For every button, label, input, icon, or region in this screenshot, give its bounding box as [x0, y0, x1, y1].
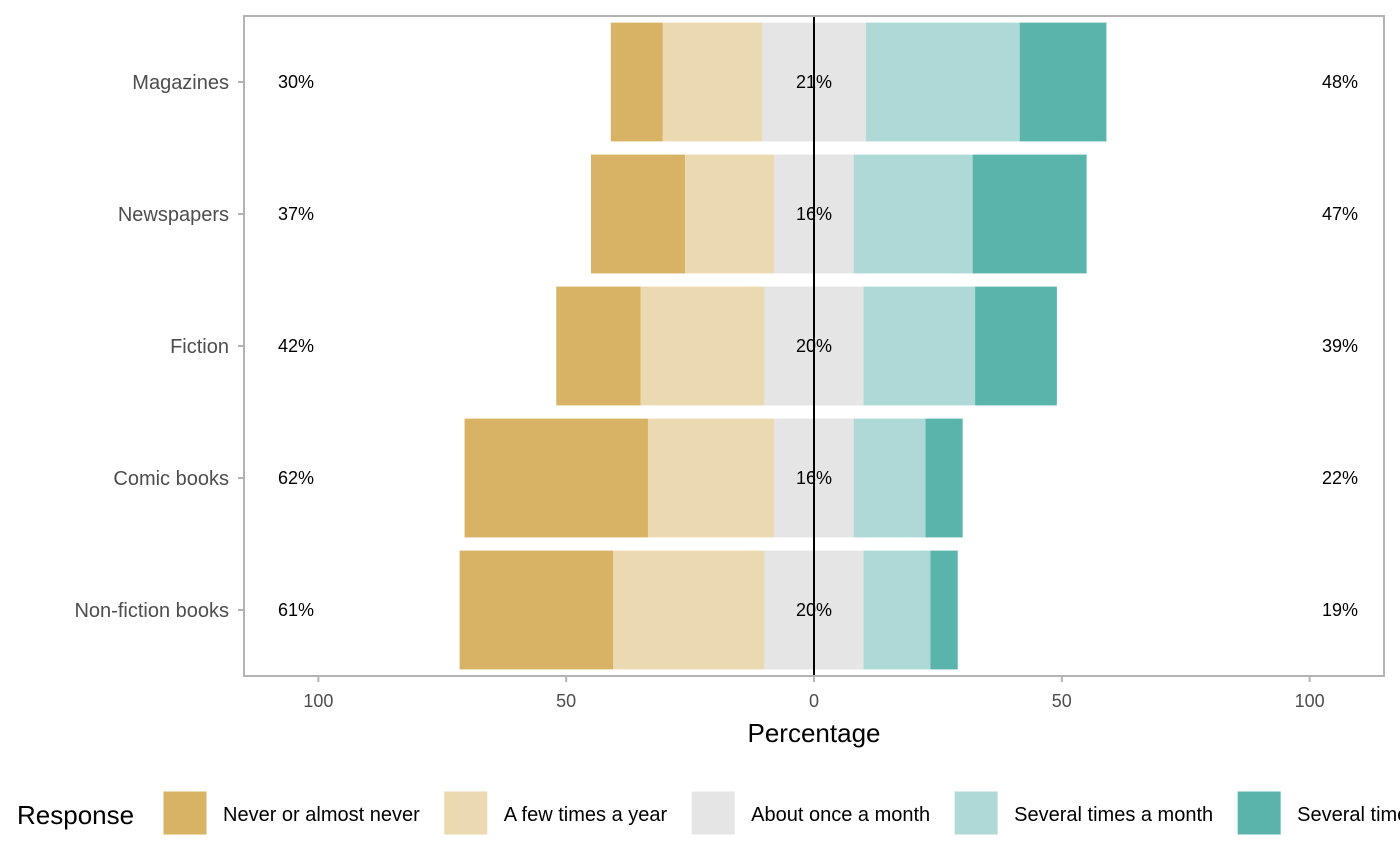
legend-label: Several times a month — [1014, 804, 1213, 826]
bar-comic-books-seg-2 — [647, 418, 775, 538]
right-percent-label: 39% — [1322, 336, 1358, 356]
x-tick-label: 50 — [556, 691, 576, 711]
legend-title: Response — [17, 800, 134, 830]
right-percent-label: 22% — [1322, 468, 1358, 488]
bar-non-fiction-books-seg-4 — [863, 550, 931, 670]
legend-swatch — [953, 790, 999, 836]
x-axis-title: Percentage — [748, 718, 881, 748]
legend-label: Never or almost never — [223, 804, 420, 826]
bar-newspapers-seg-4 — [853, 154, 973, 274]
legend-label: Several times a week — [1297, 804, 1400, 826]
x-tick-label: 50 — [1052, 691, 1072, 711]
x-tick-label: 0 — [809, 691, 819, 711]
bars-layer — [459, 22, 1107, 670]
legend-label: About once a month — [751, 804, 930, 826]
bar-comic-books-seg-5 — [925, 418, 963, 538]
left-percent-label: 61% — [278, 600, 314, 620]
left-percent-label: 30% — [278, 72, 314, 92]
legend-label: A few times a year — [504, 804, 668, 826]
bar-magazines-seg-5 — [1019, 22, 1107, 142]
category-label: Comic books — [113, 468, 229, 490]
center-percent-label: 21% — [796, 72, 832, 92]
x-axis: 100 50 0 50 100 — [303, 676, 1325, 711]
legend: Response Never or almost never A few time… — [17, 790, 1400, 836]
center-percent-label: 16% — [796, 204, 832, 224]
center-percent-label: 20% — [796, 600, 832, 620]
legend-swatch — [1236, 790, 1282, 836]
bar-fiction-seg-5 — [975, 286, 1057, 406]
bar-newspapers-seg-5 — [972, 154, 1087, 274]
bar-magazines-seg-4 — [866, 22, 1020, 142]
bar-newspapers-seg-1 — [590, 154, 686, 274]
category-label: Magazines — [132, 72, 229, 94]
left-percent-label: 37% — [278, 204, 314, 224]
bar-fiction-seg-1 — [556, 286, 641, 406]
right-percent-label: 19% — [1322, 600, 1358, 620]
legend-swatch — [443, 790, 489, 836]
left-percent-label: 42% — [278, 336, 314, 356]
category-label: Fiction — [170, 336, 229, 358]
legend-swatch — [162, 790, 208, 836]
x-tick-label: 100 — [1295, 691, 1325, 711]
bar-comic-books-seg-1 — [464, 418, 648, 538]
bar-magazines-seg-2 — [662, 22, 762, 142]
bar-fiction-seg-4 — [863, 286, 976, 406]
legend-swatch — [690, 790, 736, 836]
category-label: Newspapers — [118, 204, 229, 226]
center-percent-label: 20% — [796, 336, 832, 356]
x-tick-label: 100 — [303, 691, 333, 711]
bar-non-fiction-books-seg-1 — [459, 550, 614, 670]
bar-newspapers-seg-2 — [685, 154, 775, 274]
right-percent-label: 47% — [1322, 204, 1358, 224]
bar-non-fiction-books-seg-5 — [930, 550, 958, 670]
bar-fiction-seg-2 — [640, 286, 765, 406]
bar-comic-books-seg-4 — [853, 418, 926, 538]
value-labels-layer: 30% 21% 48% 37% 16% 47% 42% 20% 39% 62% 16% 22% 61% 2… — [278, 72, 1358, 620]
bar-non-fiction-books-seg-2 — [613, 550, 765, 670]
category-label: Non-fiction books — [74, 600, 229, 622]
right-percent-label: 48% — [1322, 72, 1358, 92]
category-labels: Magazines Newspapers Fiction Comic books Non… — [74, 72, 244, 622]
center-percent-label: 16% — [796, 468, 832, 488]
left-percent-label: 62% — [278, 468, 314, 488]
bar-magazines-seg-1 — [610, 22, 663, 142]
